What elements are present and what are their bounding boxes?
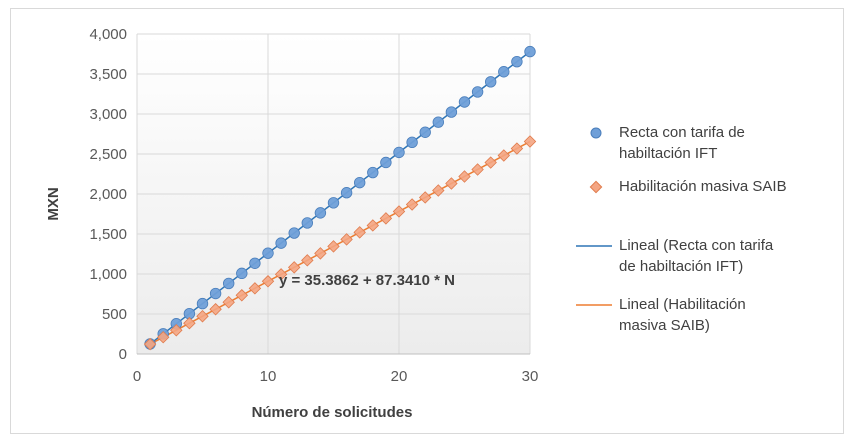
point-series-2 — [170, 324, 183, 337]
legend-marker-series-2 — [589, 180, 603, 194]
point-series-1 — [209, 287, 222, 300]
point-series-2 — [458, 170, 471, 183]
legend-label-trend-1-line-2: de habiltación IFT) — [619, 258, 743, 275]
point-series-2 — [432, 184, 445, 197]
point-series-1 — [445, 106, 458, 118]
point-series-1 — [432, 116, 445, 128]
x-axis-title: Número de solicitudes — [252, 404, 413, 421]
legend-label-series-1-line-1: Recta con tarifa de — [619, 124, 745, 141]
point-series-1 — [458, 96, 471, 108]
point-series-2 — [274, 268, 288, 281]
point-series-2 — [379, 212, 393, 225]
legend-label-trend-2-line-2: masiva SAIB) — [619, 317, 710, 334]
y-tick-label: 2,500 — [89, 146, 127, 163]
chart-frame: 0 500 1,000 1,500 2,000 2,500 3,000 3,500 4,000 … — [10, 8, 844, 434]
y-tick-label: 0 — [119, 346, 127, 363]
point-series-1 — [406, 136, 418, 149]
gridlines — [136, 33, 531, 355]
chart-svg: 05001,0001,5002,0002,5003,0003,5004,000 … — [45, 26, 787, 421]
point-series-2 — [261, 275, 275, 288]
point-series-2 — [235, 289, 249, 302]
point-series-1 — [354, 176, 366, 189]
point-series-2 — [405, 198, 419, 211]
point-series-1 — [471, 86, 484, 98]
x-tick-label: 0 — [133, 368, 141, 385]
point-series-1 — [367, 166, 379, 179]
point-series-2 — [183, 316, 196, 330]
point-series-1 — [380, 156, 392, 169]
point-series-1 — [524, 45, 536, 58]
point-series-2 — [340, 233, 353, 246]
point-series-2 — [314, 247, 327, 260]
point-series-1 — [262, 247, 274, 259]
point-series-2 — [353, 226, 366, 239]
y-tick-label: 4,000 — [89, 26, 127, 43]
point-series-1 — [340, 187, 353, 199]
legend-label-trend-1-line-1: Lineal (Recta con tarifa — [619, 237, 774, 254]
point-series-2 — [418, 191, 432, 204]
data-points — [143, 45, 537, 351]
point-series-2 — [222, 296, 235, 309]
legend: Recta con tarifa de habiltación IFT Habi… — [576, 124, 787, 334]
point-series-2 — [156, 330, 170, 344]
point-series-2 — [484, 156, 497, 169]
y-tick-label: 1,000 — [89, 266, 127, 283]
point-series-1 — [393, 146, 405, 159]
x-tick-label: 20 — [391, 368, 408, 385]
legend-label-series-2: Habilitación masiva SAIB — [619, 178, 787, 195]
point-series-2 — [392, 205, 406, 218]
y-tick-label: 500 — [102, 306, 127, 323]
point-series-2 — [196, 310, 209, 323]
point-series-2 — [301, 254, 314, 267]
point-series-2 — [209, 303, 222, 316]
x-tick-label: 10 — [260, 368, 277, 385]
point-series-1 — [485, 76, 497, 88]
point-series-1 — [327, 197, 340, 209]
point-series-1 — [222, 277, 235, 290]
legend-marker-series-1 — [590, 127, 602, 139]
x-axis-ticks: 0 10 20 30 — [133, 368, 539, 385]
y-tick-label: 1,500 — [89, 226, 127, 243]
point-series-1 — [314, 207, 327, 219]
legend-label-trend-2-line-1: Lineal (Habilitación — [619, 296, 746, 313]
point-series-1 — [275, 237, 287, 249]
y-tick-label: 3,500 — [89, 66, 127, 83]
x-tick-label: 30 — [522, 368, 539, 385]
y-tick-label: 2,000 — [89, 186, 127, 203]
point-series-1 — [301, 217, 314, 229]
point-series-1 — [249, 257, 261, 269]
point-series-2 — [523, 135, 537, 148]
y-tick-label: 3,000 — [89, 106, 127, 123]
point-series-1 — [288, 227, 300, 239]
point-series-1 — [511, 55, 523, 68]
y-axis-ticks: 0 500 1,000 1,500 2,000 2,500 3,000 3,500 4,000 — [89, 26, 127, 363]
trendline-equation: y = 35.3862 + 87.3410 * N — [279, 272, 455, 289]
point-series-2 — [497, 149, 511, 162]
point-series-1 — [196, 297, 209, 310]
point-series-2 — [510, 142, 524, 155]
point-series-1 — [236, 267, 248, 280]
point-series-2 — [287, 261, 301, 274]
point-series-1 — [419, 126, 431, 138]
point-series-2 — [471, 163, 484, 176]
point-series-2 — [327, 240, 340, 253]
y-axis-title: MXN — [45, 187, 62, 220]
point-series-2 — [366, 219, 380, 232]
point-series-1 — [498, 66, 510, 78]
legend-label-series-1-line-2: habiltación IFT — [619, 145, 717, 162]
point-series-2 — [143, 337, 157, 351]
point-series-2 — [248, 282, 262, 295]
point-series-2 — [445, 177, 458, 190]
